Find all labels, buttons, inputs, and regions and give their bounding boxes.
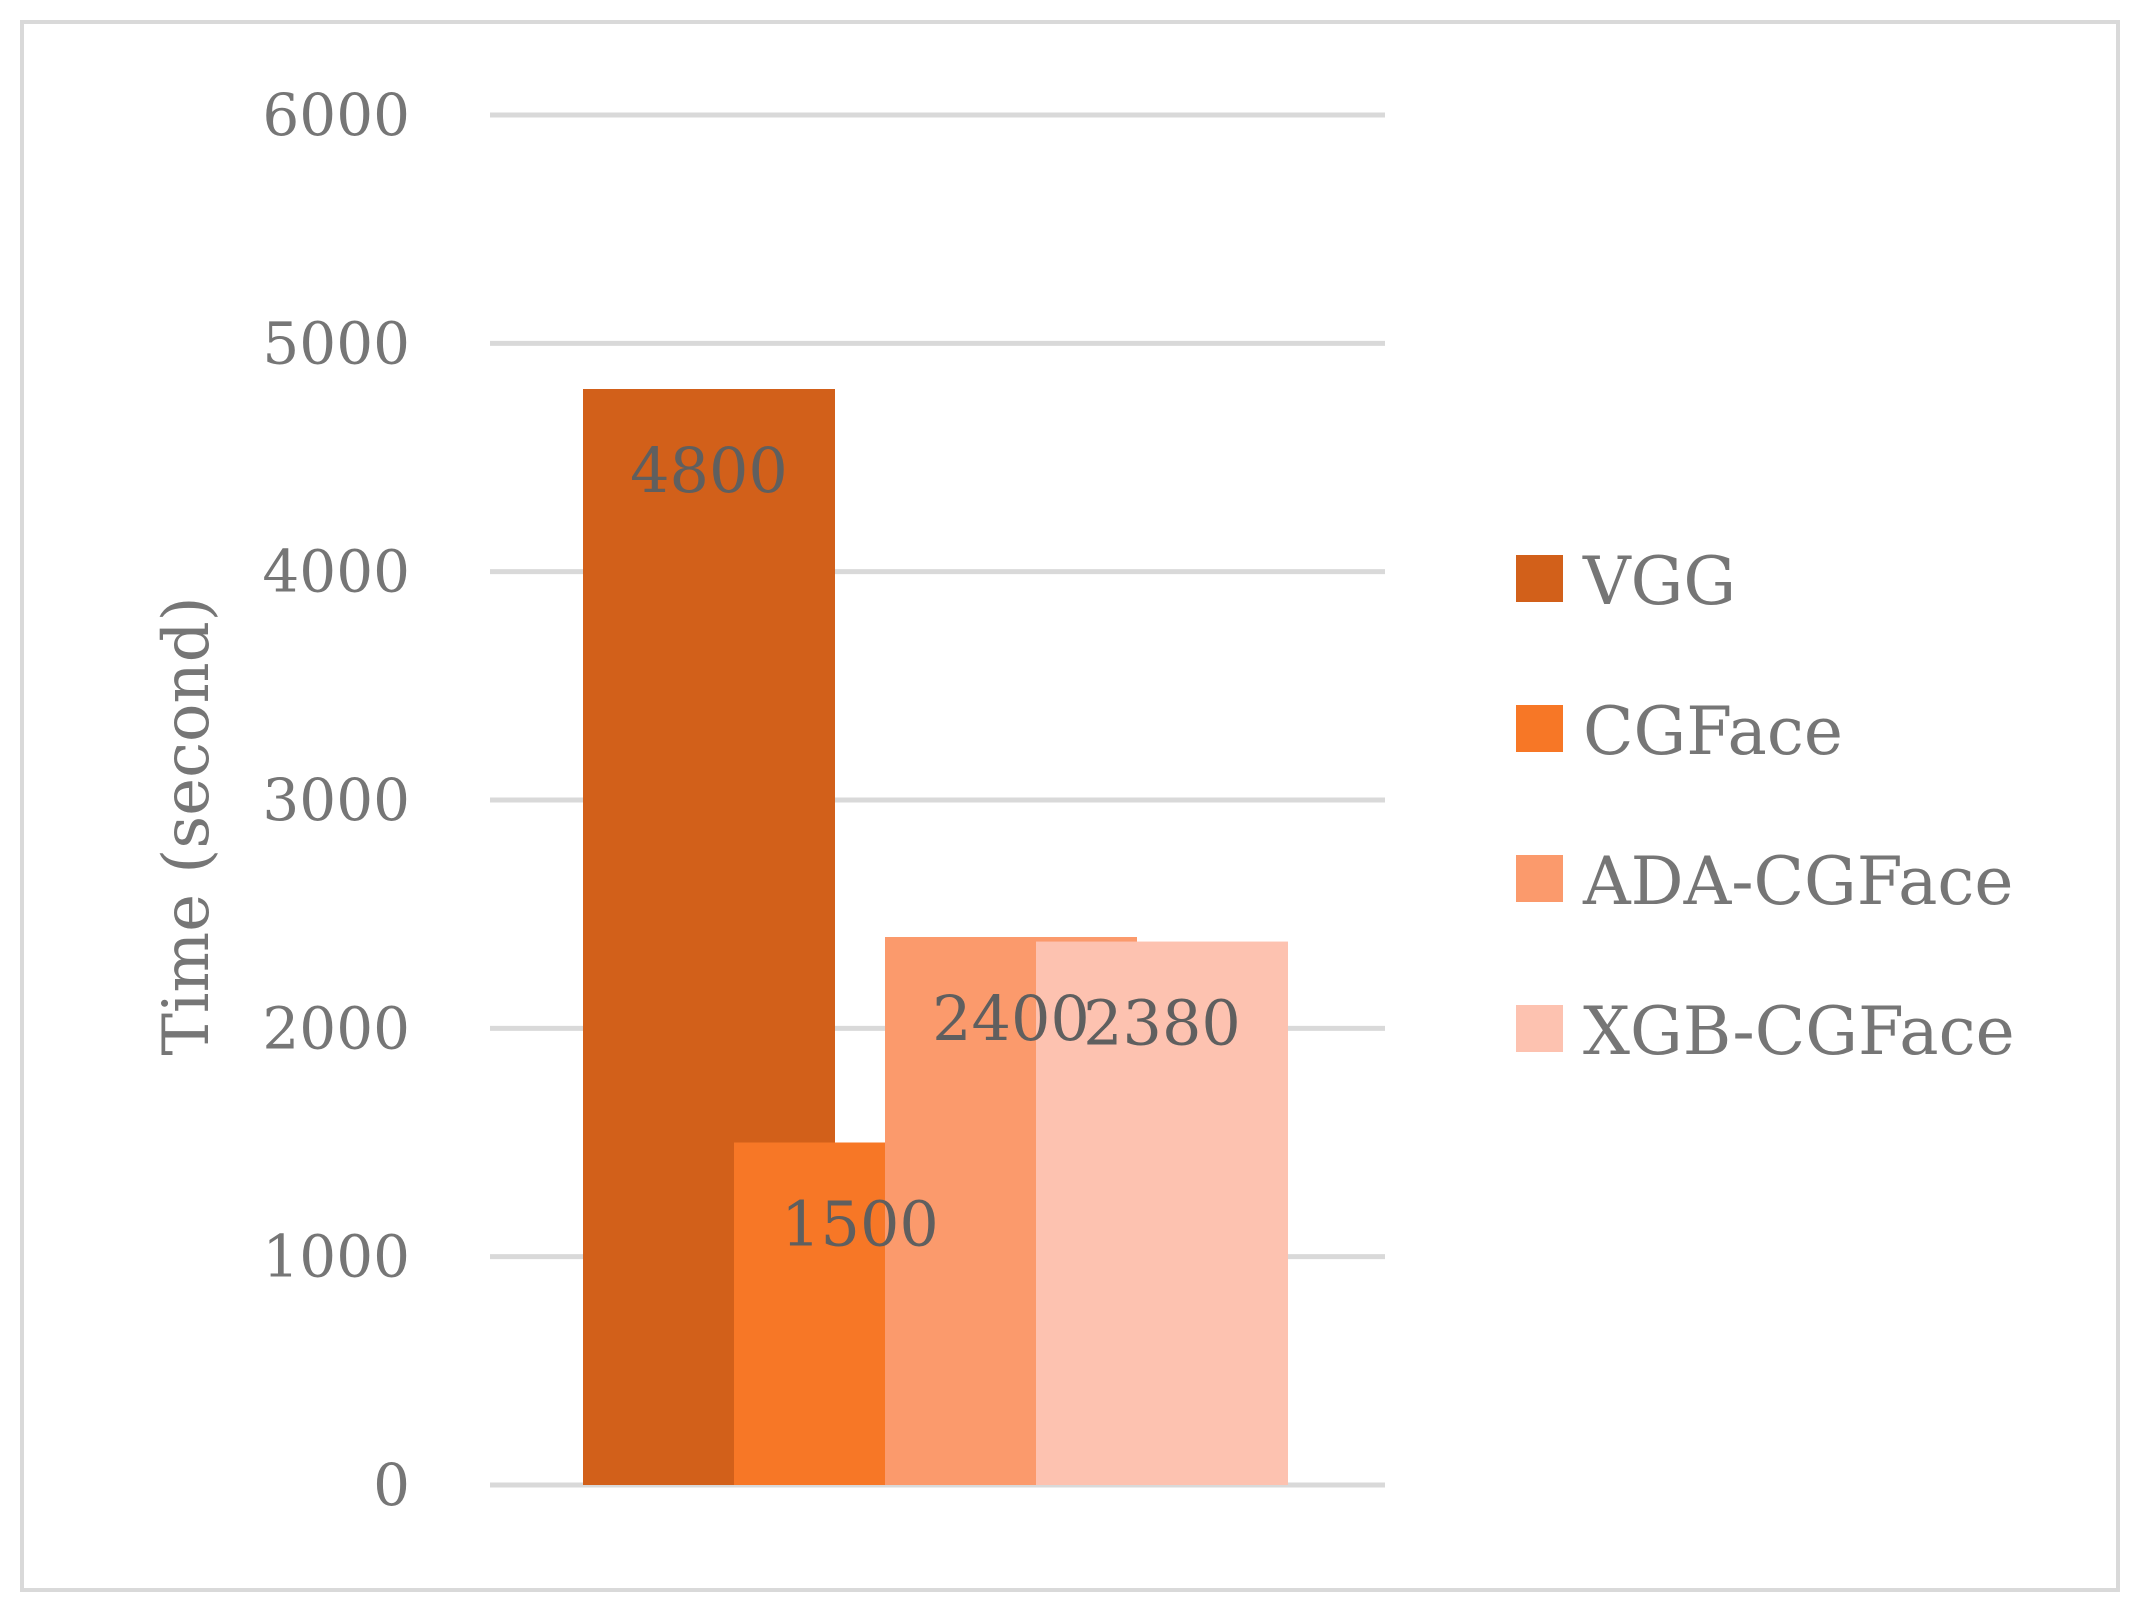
data-label-cgface: 1500 [781,1188,939,1261]
y-tick-label: 3000 [262,766,410,834]
bar-xgb-cgface [1036,941,1288,1485]
legend-swatch-vgg [1516,555,1563,602]
y-tick-label: 6000 [262,81,410,149]
legend-label-cgface: CGFace [1583,693,1843,770]
legend-label-ada-cgface: ADA-CGFace [1582,843,2013,920]
bars [583,389,1288,1485]
legend-swatch-ada-cgface [1516,855,1563,902]
data-label-vgg: 4800 [630,434,788,507]
y-axis-title: Time (second) [150,596,224,1055]
legend-label-vgg: VGG [1582,543,1736,620]
y-tick-label: 2000 [262,994,410,1062]
y-tick-label: 5000 [262,309,410,377]
y-tick-label: 0 [373,1451,410,1519]
legend: VGG CGFace ADA-CGFace XGB-CGFace [1516,543,2015,1070]
y-tick-label: 4000 [262,538,410,606]
legend-swatch-cgface [1516,705,1563,752]
legend-label-xgb-cgface: XGB-CGFace [1583,993,2015,1070]
legend-swatch-xgb-cgface [1516,1005,1563,1052]
data-label-ada-cgface: 2400 [932,982,1090,1055]
y-axis-tick-labels: 0 1000 2000 3000 4000 5000 6000 [262,81,410,1519]
data-label-xgb-cgface: 2380 [1083,987,1241,1060]
y-tick-label: 1000 [262,1223,410,1291]
